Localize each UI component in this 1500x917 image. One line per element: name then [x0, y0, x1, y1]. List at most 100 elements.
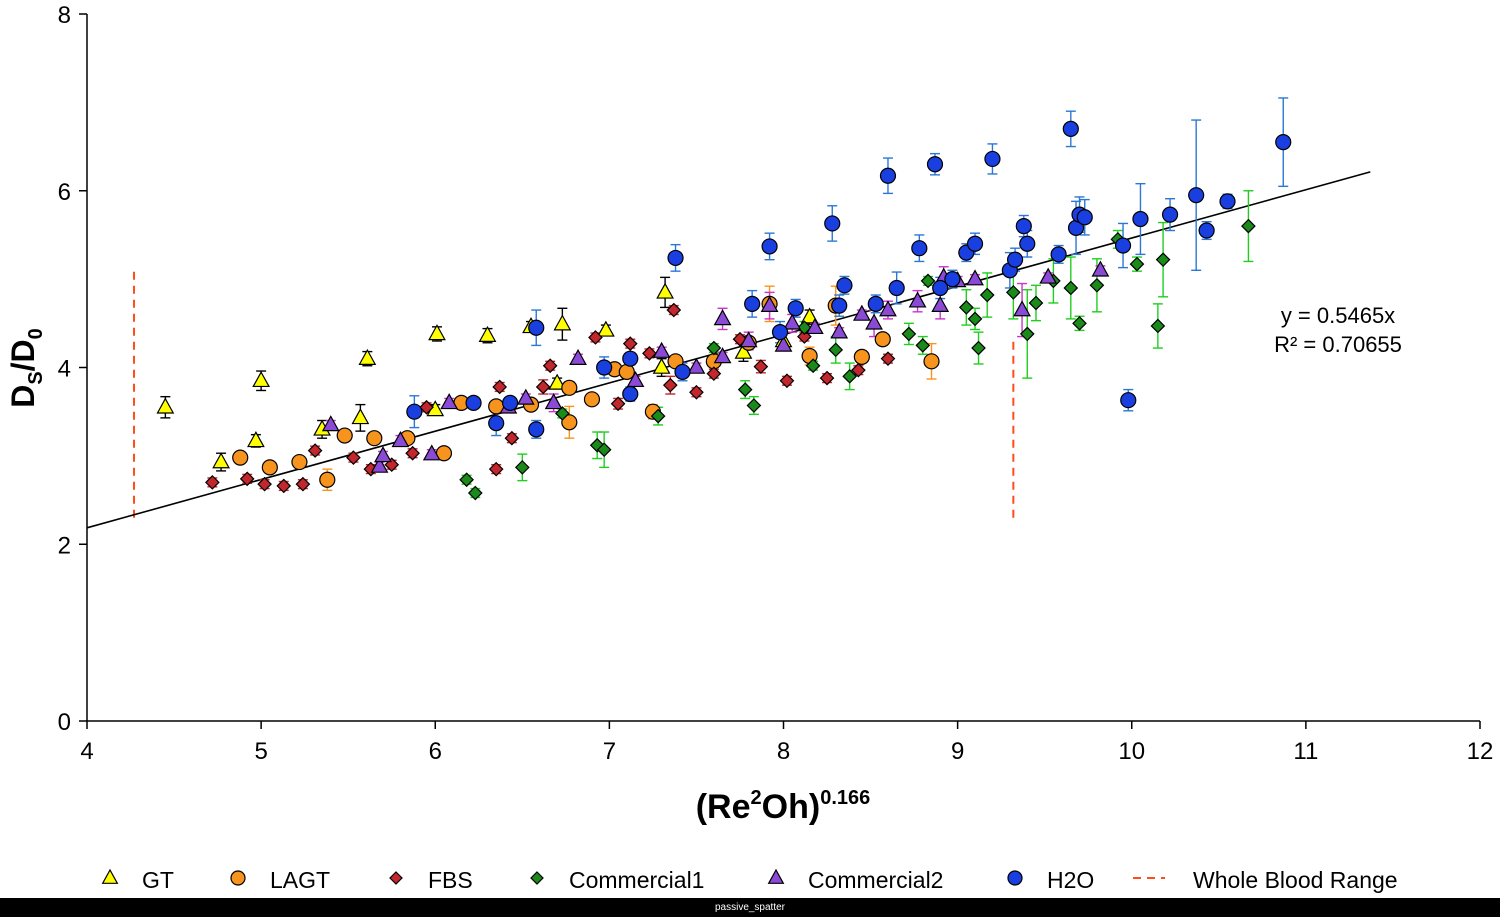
point-commercial1 — [1129, 256, 1145, 272]
point-gt — [734, 342, 753, 359]
point-gt — [652, 357, 671, 374]
point-h2o — [761, 238, 778, 255]
point-commercial1 — [1089, 277, 1105, 293]
point-commercial1 — [1063, 280, 1079, 296]
point-h2o — [879, 167, 897, 184]
y-axis-ticks: 0 2 4 6 8 — [58, 2, 87, 736]
point-commercial2 — [652, 341, 671, 358]
point-commercial1 — [828, 342, 844, 358]
point-commercial2 — [569, 348, 587, 365]
point-fbs — [851, 362, 866, 378]
point-commercial2 — [830, 322, 849, 339]
point-lagt — [336, 427, 353, 444]
y-axis-title-sub2: 0 — [25, 328, 47, 339]
point-h2o — [932, 279, 949, 297]
x-tick-label: 8 — [777, 738, 790, 765]
point-commercial2 — [760, 295, 779, 312]
point-h2o — [888, 279, 905, 297]
point-commercial1 — [650, 408, 666, 424]
point-fbs — [488, 461, 504, 477]
y-tick-label: 6 — [58, 179, 71, 206]
point-lagt — [618, 363, 635, 381]
error-bars — [160, 97, 1289, 499]
point-h2o — [1050, 246, 1067, 263]
x-tick-label: 10 — [1118, 738, 1145, 765]
point-fbs — [535, 379, 551, 395]
point-h2o — [1076, 209, 1093, 226]
point-commercial1 — [1241, 218, 1256, 234]
point-fbs — [706, 366, 722, 382]
point-commercial2 — [783, 313, 802, 330]
point-h2o — [488, 415, 505, 432]
point-fbs — [610, 396, 626, 412]
x-axis-title: (Re2Oh)0.166 — [696, 787, 871, 826]
point-h2o — [926, 156, 944, 173]
point-h2o — [1275, 134, 1292, 151]
point-lagt — [261, 459, 278, 476]
point-lagt — [561, 379, 578, 396]
x-axis-title-base: (Re — [696, 788, 751, 826]
legend-symbol — [767, 868, 785, 884]
point-gt — [247, 431, 265, 448]
point-h2o — [966, 235, 984, 252]
point-fbs — [753, 359, 769, 374]
point-h2o — [1006, 251, 1024, 268]
x-tick-label: 9 — [951, 738, 964, 765]
point-h2o — [944, 271, 961, 288]
point-commercial1 — [1005, 285, 1021, 300]
point-lagt — [923, 353, 940, 370]
trendline-layer — [86, 171, 1371, 529]
legend-item: Whole Blood Range — [1133, 867, 1398, 893]
point-commercial1 — [459, 472, 474, 488]
point-h2o — [674, 363, 691, 381]
legend-symbol — [1007, 870, 1023, 886]
point-h2o — [406, 403, 423, 420]
point-fbs — [239, 471, 255, 487]
point-fbs — [295, 476, 311, 492]
point-h2o — [1161, 206, 1179, 223]
legend-item: Commercial2 — [767, 867, 943, 893]
point-commercial2 — [713, 309, 732, 326]
point-commercial2 — [391, 431, 410, 448]
x-axis-title-sup1: 2 — [751, 787, 762, 809]
point-h2o — [1019, 235, 1036, 252]
y-axis-title-slash: /D — [5, 339, 41, 371]
y-tick-label: 8 — [58, 2, 71, 29]
point-fbs — [492, 379, 508, 395]
footer-caption-bar: passive_spatter — [0, 898, 1500, 917]
point-lagt — [319, 471, 336, 488]
x-tick-label: 11 — [1293, 738, 1318, 765]
point-commercial2 — [852, 304, 871, 321]
point-commercial1 — [901, 326, 917, 342]
point-lagt — [853, 348, 870, 365]
data-points — [156, 120, 1292, 501]
x-axis-title-sup2: 0.166 — [820, 787, 870, 809]
point-commercial2 — [687, 357, 706, 374]
legend-label: H2O — [1047, 867, 1094, 893]
point-commercial2 — [805, 317, 824, 335]
point-h2o — [465, 394, 482, 411]
point-commercial1 — [555, 406, 570, 421]
point-commercial1 — [746, 398, 762, 413]
point-commercial1 — [596, 442, 612, 458]
point-h2o — [528, 421, 545, 438]
point-fbs — [405, 445, 420, 461]
point-commercial2 — [422, 444, 441, 461]
point-commercial1 — [1150, 318, 1166, 334]
point-h2o — [1219, 193, 1236, 210]
point-lagt — [874, 331, 891, 348]
footer-caption: passive_spatter — [714, 902, 786, 913]
legend-item: Commercial1 — [530, 867, 704, 893]
trendline-r-squared: R² = 0.70655 — [1274, 332, 1402, 357]
point-fbs — [419, 399, 434, 415]
point-h2o — [622, 385, 639, 403]
legend-item: LAGT — [230, 867, 330, 893]
point-h2o — [984, 150, 1001, 168]
legend-item: FBS — [389, 867, 473, 893]
point-commercial2 — [908, 291, 927, 308]
point-commercial2 — [440, 393, 459, 410]
point-commercial2 — [374, 446, 392, 463]
point-fbs — [205, 475, 220, 490]
point-commercial2 — [1013, 300, 1031, 317]
point-lagt — [291, 453, 308, 471]
